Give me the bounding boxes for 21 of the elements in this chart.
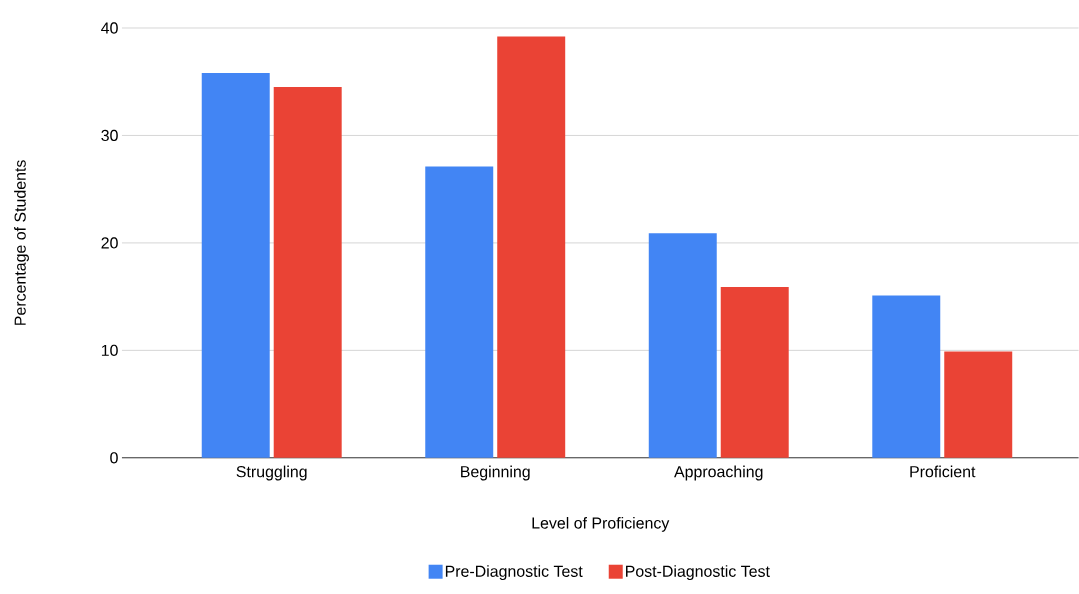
x-tick-label: Proficient	[910, 465, 976, 478]
bar	[201, 73, 270, 458]
y-tick-label: 30	[101, 129, 118, 142]
y-tick-label: 40	[101, 22, 118, 34]
y-tick-label: 0	[110, 452, 118, 464]
bar	[648, 233, 717, 458]
bar	[720, 287, 789, 458]
bar	[872, 295, 941, 458]
bar	[273, 87, 342, 458]
x-tick-label: Struggling	[236, 465, 307, 481]
y-tick-label: 20	[101, 237, 118, 249]
legend-label: Pre-Diagnostic Test	[445, 565, 583, 581]
bar	[497, 36, 566, 458]
x-tick-label: Approaching	[674, 465, 763, 481]
x-tick-label: Beginning	[461, 465, 530, 481]
bar	[944, 351, 1013, 458]
legend-label: Post-Diagnostic Test	[626, 565, 770, 581]
x-axis-title: Level of Proficiency	[532, 517, 670, 532]
bar	[425, 166, 494, 458]
y-axis-title: Percentage of Students	[14, 160, 29, 325]
y-tick-label: 10	[101, 344, 118, 357]
